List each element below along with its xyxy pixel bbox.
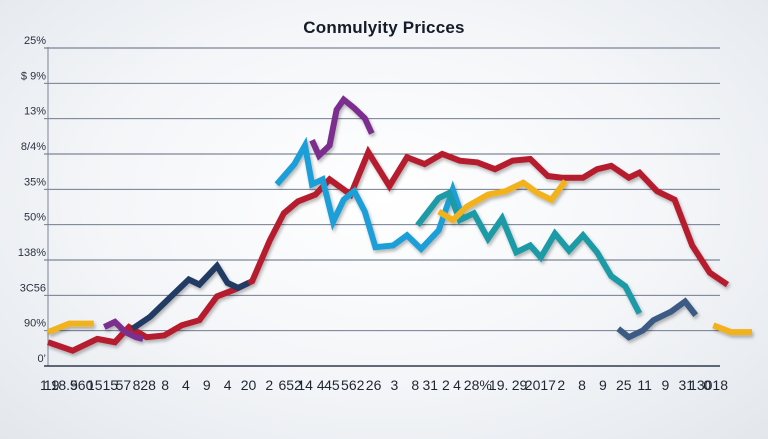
series-line-crimson: [47, 145, 730, 354]
x-tick-label: 9: [599, 377, 607, 393]
y-tick-label: 8/4%: [21, 141, 46, 153]
series-line-slate-blue: [616, 297, 699, 341]
y-tick-label: 13%: [24, 106, 46, 118]
x-tick-label: 2017: [525, 377, 556, 393]
x-tick-label: 9: [662, 377, 670, 393]
x-tick-label: 11: [637, 377, 652, 393]
series-lines: [46, 95, 752, 354]
gridlines: [44, 47, 720, 332]
x-tick-label: 4: [224, 377, 232, 393]
x-tick-label: 31 2: [422, 377, 449, 393]
x-tick-label: 652: [279, 377, 303, 393]
series-line-gold: [712, 322, 752, 336]
x-tick-label: 118.9: [44, 377, 78, 393]
series-line-navy: [130, 260, 250, 332]
x-tick-label: 1 9: [40, 377, 60, 393]
y-tick-label: 35%: [24, 176, 46, 188]
series-line-purple: [309, 95, 375, 161]
x-tick-label: 13018: [689, 377, 728, 393]
x-tick-label: 28%: [464, 377, 492, 393]
series-line-gold: [46, 320, 94, 335]
series-line-sky-blue: [274, 136, 467, 254]
x-tick-label: 57: [116, 377, 132, 393]
x-tick-label: 45: [324, 377, 340, 393]
x-tick-label: 19.: [489, 377, 508, 393]
series-line-gold: [437, 179, 568, 224]
y-tick-label: 25%: [24, 35, 46, 47]
x-tick-label: 560: [70, 377, 94, 393]
x-tick-label: 562: [341, 377, 365, 393]
x-tick-label: 2: [557, 377, 565, 393]
x-tick-label: 8: [411, 377, 419, 393]
x-tick-label: 4: [453, 377, 461, 393]
y-tick-label: 0’: [37, 353, 46, 365]
x-tick-label: 20: [241, 377, 257, 393]
x-tick-label: 4: [182, 377, 190, 393]
x-tick-label: 9: [203, 377, 211, 393]
x-tick-label: 14 4: [297, 377, 324, 393]
x-tick-label: 8: [578, 377, 586, 393]
y-tick-labels: 0’ 90% 3C56 138% 50% 35% 8/4% 13% $ 9% 25%: [18, 35, 46, 365]
x-tick-label: 26: [366, 377, 382, 393]
x-tick-label: 31: [679, 377, 695, 393]
x-tick-label: 3: [391, 377, 399, 393]
y-tick-label: 3C56: [20, 282, 46, 294]
y-tick-label: 50%: [24, 212, 46, 224]
x-tick-label: 29: [512, 377, 528, 393]
x-tick-label: 8: [161, 377, 169, 393]
y-tick-label: $ 9%: [21, 70, 46, 82]
series-line-purple: [102, 318, 144, 342]
x-tick-label: 25: [616, 377, 632, 393]
x-tick-label: 828: [133, 377, 157, 393]
chart-title: Conmulyity Pricces: [303, 18, 465, 37]
x-tick-label: 0: [703, 377, 711, 393]
y-tick-label: 138%: [18, 247, 46, 259]
series-line-teal: [415, 188, 643, 315]
x-tick-label: 2: [265, 377, 273, 393]
x-tick-label: 1515: [87, 377, 118, 393]
y-tick-label: 90%: [24, 318, 46, 330]
